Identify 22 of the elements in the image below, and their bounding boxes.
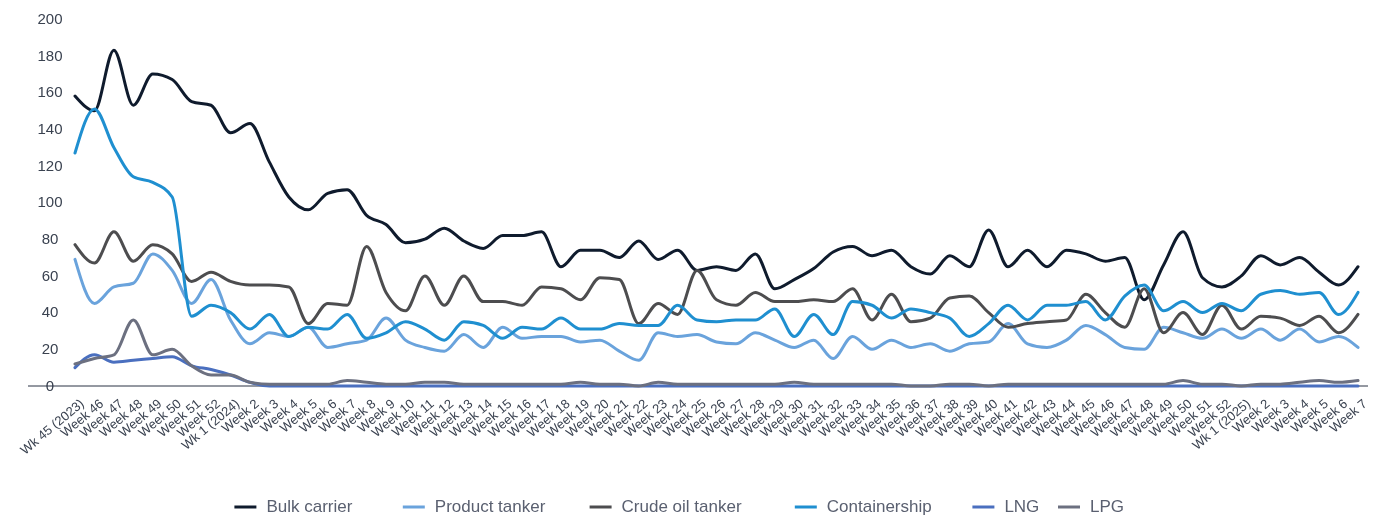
legend-label: Product tanker: [434, 497, 546, 516]
y-tick-label: 60: [41, 266, 59, 284]
y-tick-label: 160: [37, 83, 63, 101]
y-tick-label: 140: [37, 119, 63, 137]
legend-label: LPG: [1090, 497, 1125, 516]
legend-label: LNG: [1004, 497, 1040, 516]
legend-label: Bulk carrier: [266, 497, 353, 516]
y-tick-label: 180: [37, 46, 63, 64]
y-tick-label: 40: [41, 303, 59, 321]
y-tick-label: 100: [37, 193, 63, 211]
line-series: [73, 252, 1360, 362]
line-series: [73, 318, 1360, 388]
y-tick-label: 80: [41, 230, 59, 247]
legend-label: Containership: [826, 497, 932, 516]
y-tick-label: 20: [41, 340, 59, 358]
y-tick-label: 0: [45, 376, 55, 394]
line-series: [73, 48, 1360, 302]
y-tick-label: 200: [37, 9, 63, 27]
line-series: [73, 230, 1360, 337]
line-series: [73, 107, 1360, 342]
y-tick-label: 120: [37, 156, 63, 174]
legend-label: Crude oil tanker: [621, 497, 742, 516]
